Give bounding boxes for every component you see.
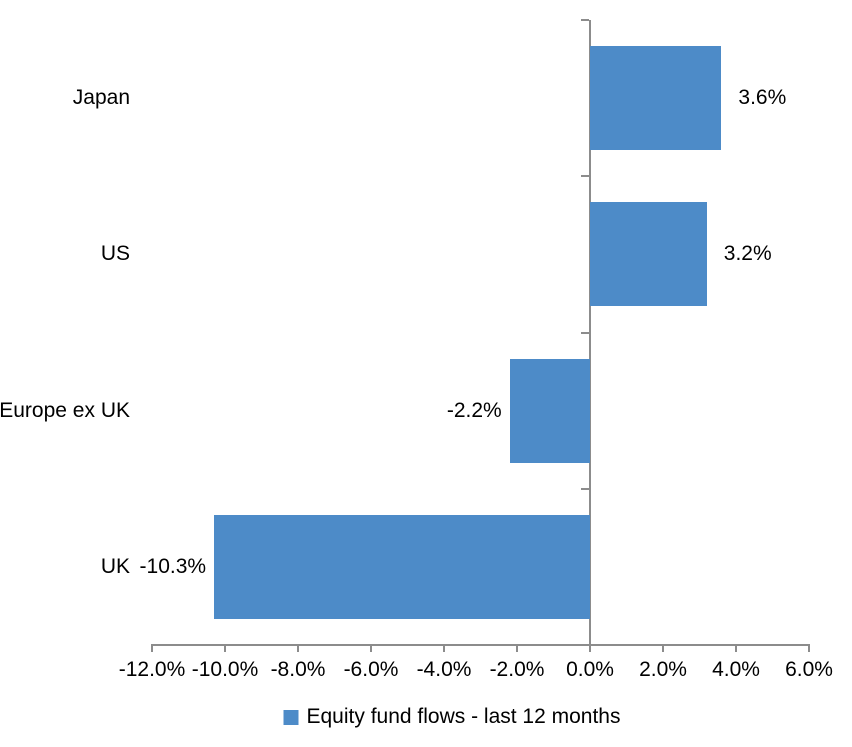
category-axis-tick [581, 19, 589, 21]
x-axis-tick-label: 0.0% [566, 658, 614, 681]
x-axis-tick-label: -8.0% [270, 658, 326, 681]
x-axis-tick-label: 6.0% [785, 658, 833, 681]
x-axis-tick [735, 645, 737, 652]
bar-japan [590, 46, 722, 151]
x-axis-tick [662, 645, 664, 652]
value-label-europe-ex-uk: -2.2% [446, 398, 502, 422]
x-axis-tick [224, 645, 226, 652]
zero-axis-line [589, 20, 591, 652]
x-axis-tick [370, 645, 372, 652]
category-label-us: US [100, 242, 130, 266]
x-axis-tick [151, 645, 153, 652]
legend: Equity fund flows - last 12 months [283, 705, 621, 729]
x-axis-line [151, 644, 810, 646]
x-axis-tick [443, 645, 445, 652]
x-axis-tick-label: -6.0% [343, 658, 399, 681]
category-axis-tick [581, 175, 589, 178]
bar-europe-ex-uk [509, 358, 590, 463]
category-label-uk: UK [100, 554, 130, 578]
x-axis-tick-label: -2.0% [489, 658, 545, 681]
x-axis-tick-label: 4.0% [712, 658, 760, 681]
value-label-japan: 3.6% [738, 86, 787, 110]
category-axis-tick [581, 644, 589, 646]
category-label-japan: Japan [72, 86, 130, 110]
category-label-europe-ex-uk: Europe ex UK [0, 398, 130, 422]
bar-uk [214, 514, 590, 619]
x-axis-tick-label: -12.0% [118, 658, 186, 681]
x-axis-tick-label: -4.0% [416, 658, 472, 681]
x-axis-tick [808, 645, 810, 652]
bar-us [590, 202, 707, 307]
category-axis-tick [581, 331, 589, 334]
legend-series-label: Equity fund flows - last 12 months [306, 705, 621, 728]
category-axis-tick [581, 487, 589, 490]
legend-series-marker-icon [283, 709, 299, 725]
x-axis-tick-label: -10.0% [191, 658, 259, 681]
value-label-uk: -10.3% [139, 554, 207, 578]
x-axis-tick-label: 2.0% [639, 658, 687, 681]
x-axis-tick [516, 645, 518, 652]
value-label-us: 3.2% [723, 242, 772, 266]
x-axis-tick [297, 645, 299, 652]
